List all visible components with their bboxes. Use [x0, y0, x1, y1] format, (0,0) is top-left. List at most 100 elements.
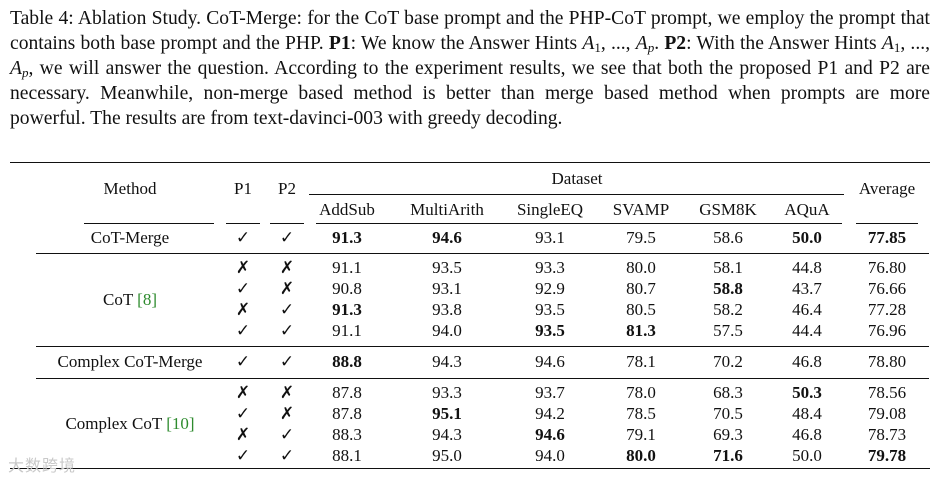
score-cell: 95.0	[432, 446, 462, 465]
check-icon: ✓	[279, 425, 295, 444]
score-cell: 78.1	[626, 352, 656, 371]
check-icon: ✓	[279, 321, 295, 340]
caption-hint-a: A	[582, 33, 595, 54]
header-gsm8k: GSM8K	[699, 200, 757, 219]
caption-hint-a2-2: A	[10, 58, 22, 79]
check-icon: ✓	[235, 279, 251, 298]
score-cell: 88.1	[332, 446, 362, 465]
score-cell: 80.5	[626, 300, 656, 319]
caption-hint-subp: p	[647, 40, 655, 55]
score-cell: 94.3	[432, 352, 462, 371]
score-cell: 50.0	[792, 446, 822, 465]
header-multiarith: MultiArith	[410, 200, 484, 219]
caption-hint-mid-2: , ...,	[900, 33, 931, 54]
score-cell: 91.3	[332, 300, 362, 319]
score-cell: 58.8	[713, 279, 743, 298]
group-rule-1	[36, 253, 929, 254]
score-cell: 69.3	[713, 425, 743, 444]
score-cell: 46.4	[792, 300, 822, 319]
caption-hint-sub1: 1	[594, 40, 601, 55]
group-rule-3	[36, 378, 929, 379]
cross-icon: ✗	[235, 300, 251, 319]
header-p2: P2	[278, 179, 296, 198]
average-cell: 78.56	[867, 383, 907, 402]
cross-icon: ✗	[235, 425, 251, 444]
method-citation-link[interactable]: [10]	[166, 414, 195, 433]
score-cell: 87.8	[332, 404, 362, 423]
header-rule-p1	[226, 223, 260, 224]
score-cell: 58.1	[713, 258, 743, 277]
score-cell: 92.9	[535, 279, 565, 298]
bottom-rule	[10, 468, 930, 470]
method-cell: Complex CoT [10]	[65, 414, 194, 434]
check-icon: ✓	[235, 352, 251, 371]
score-cell: 88.3	[332, 425, 362, 444]
average-cell: 78.80	[867, 352, 907, 371]
score-cell: 71.6	[713, 446, 743, 465]
cross-icon: ✗	[279, 279, 295, 298]
score-cell: 50.0	[792, 228, 822, 247]
caption-hint-a2: A	[635, 33, 648, 54]
score-cell: 87.8	[332, 383, 362, 402]
caption-p1-label: P1	[328, 33, 351, 54]
header-rule-average	[856, 223, 918, 224]
header-p1: P1	[234, 179, 252, 198]
score-cell: 93.1	[432, 279, 462, 298]
method-name: Complex CoT	[65, 414, 167, 433]
score-cell: 91.1	[332, 321, 362, 340]
method-name: Complex CoT-Merge	[57, 352, 203, 371]
score-cell: 91.3	[332, 228, 362, 247]
method-citation-link[interactable]: [8]	[137, 290, 157, 309]
header-singleeq: SingleEQ	[516, 200, 584, 219]
cross-icon: ✗	[235, 258, 251, 277]
check-icon: ✓	[279, 300, 295, 319]
caption-hint-mid: , ...,	[600, 33, 636, 54]
group-rule-2	[36, 346, 929, 347]
score-cell: 93.7	[535, 383, 565, 402]
score-cell: 93.5	[535, 300, 565, 319]
score-cell: 88.8	[332, 352, 362, 371]
method-cell: CoT-Merge	[91, 228, 169, 248]
average-cell: 76.96	[867, 321, 907, 340]
caption-text-5: , we will answer the question. According…	[10, 58, 930, 129]
score-cell: 94.6	[535, 352, 565, 371]
table-caption: Table 4: Ablation Study. CoT-Merge: for …	[10, 6, 930, 131]
average-cell: 77.85	[867, 228, 907, 247]
cross-icon: ✗	[279, 404, 295, 423]
check-icon: ✓	[279, 446, 295, 465]
score-cell: 94.0	[535, 446, 565, 465]
score-cell: 58.2	[713, 300, 743, 319]
caption-hint-sub1-2: 1	[893, 40, 901, 55]
score-cell: 95.1	[432, 404, 462, 423]
score-cell: 94.6	[432, 228, 462, 247]
method-cell: CoT [8]	[103, 290, 157, 310]
score-cell: 80.7	[626, 279, 656, 298]
score-cell: 79.1	[626, 425, 656, 444]
score-cell: 58.6	[713, 228, 743, 247]
caption-text-4: : With the Answer Hints	[686, 33, 882, 54]
check-icon: ✓	[279, 352, 295, 371]
score-cell: 50.3	[792, 383, 822, 402]
caption-hint-subp-2: p	[21, 65, 29, 80]
check-icon: ✓	[235, 446, 251, 465]
average-cell: 76.66	[867, 279, 907, 298]
caption-hint-a-2: A	[881, 33, 894, 54]
caption-p2-label: P2	[664, 33, 687, 54]
header-rule-p2	[270, 223, 304, 224]
score-cell: 93.5	[535, 321, 565, 340]
caption-text-2: : We know the Answer Hints	[350, 33, 583, 54]
cross-icon: ✗	[235, 383, 251, 402]
cross-icon: ✗	[279, 383, 295, 402]
score-cell: 94.0	[432, 321, 462, 340]
score-cell: 80.0	[626, 446, 656, 465]
check-icon: ✓	[235, 404, 251, 423]
cross-icon: ✗	[279, 258, 295, 277]
average-cell: 79.78	[867, 446, 907, 465]
header-method: Method	[103, 179, 157, 198]
score-cell: 93.8	[432, 300, 462, 319]
score-cell: 43.7	[792, 279, 822, 298]
score-cell: 81.3	[626, 321, 656, 340]
score-cell: 93.1	[535, 228, 565, 247]
average-cell: 77.28	[867, 300, 907, 319]
score-cell: 93.3	[432, 383, 462, 402]
